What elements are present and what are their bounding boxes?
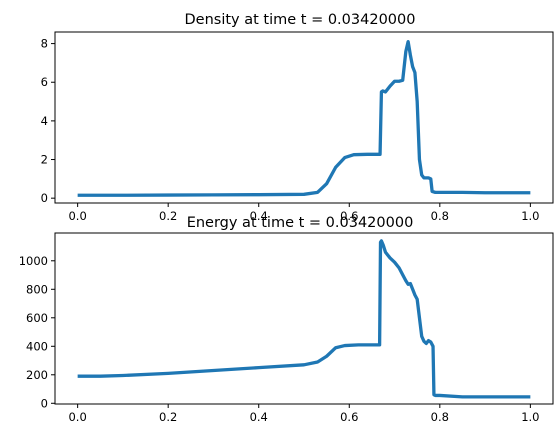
energy-ytick-label: 1000 [19,254,48,268]
energy-axes-frame [54,232,554,405]
energy-ytick-label: 600 [26,311,48,325]
energy-ticks: 0.0 0.2 0.4 0.6 0.8 1.0 0 200 400 600 800 1000 [19,254,540,424]
energy-series-line [77,239,531,399]
density-plot: Density at time t = 0.03420000 0.0 0.2 0.4… [41,12,554,223]
density-axes-frame [54,31,554,204]
energy-title: Energy at time t = 0.03420000 [187,215,414,231]
density-title: Density at time t = 0.03420000 [185,12,416,28]
density-xtick-label: 0.2 [159,209,177,223]
energy-xtick-label: 0.4 [250,410,268,424]
energy-ytick-label: 800 [26,282,48,296]
density-ytick-label: 8 [41,37,48,51]
energy-ytick-label: 400 [26,339,48,353]
density-series-line [77,40,531,197]
energy-xtick-label: 0.0 [68,410,86,424]
energy-ytick-label: 200 [26,368,48,382]
energy-ytick-label: 0 [41,396,48,410]
energy-xtick-label: 1.0 [521,410,539,424]
density-ytick-label: 2 [41,153,48,167]
density-ytick-label: 6 [41,75,48,89]
density-ticks: 0.0 0.2 0.4 0.6 0.8 1.0 0 2 4 6 8 [41,37,540,223]
energy-xtick-label: 0.8 [431,410,449,424]
density-ytick-label: 0 [41,191,48,205]
density-xtick-label: 0.8 [431,209,449,223]
energy-xtick-label: 0.6 [340,410,358,424]
density-xtick-label: 0.6 [340,209,358,223]
energy-plot: Energy at time t = 0.03420000 0.0 0.2 0.4 0… [19,215,554,424]
density-ytick-label: 4 [41,114,48,128]
energy-xtick-label: 0.2 [159,410,177,424]
density-xtick-label: 0.0 [68,209,86,223]
density-xtick-label: 0.4 [250,209,268,223]
density-xtick-label: 1.0 [521,209,539,223]
